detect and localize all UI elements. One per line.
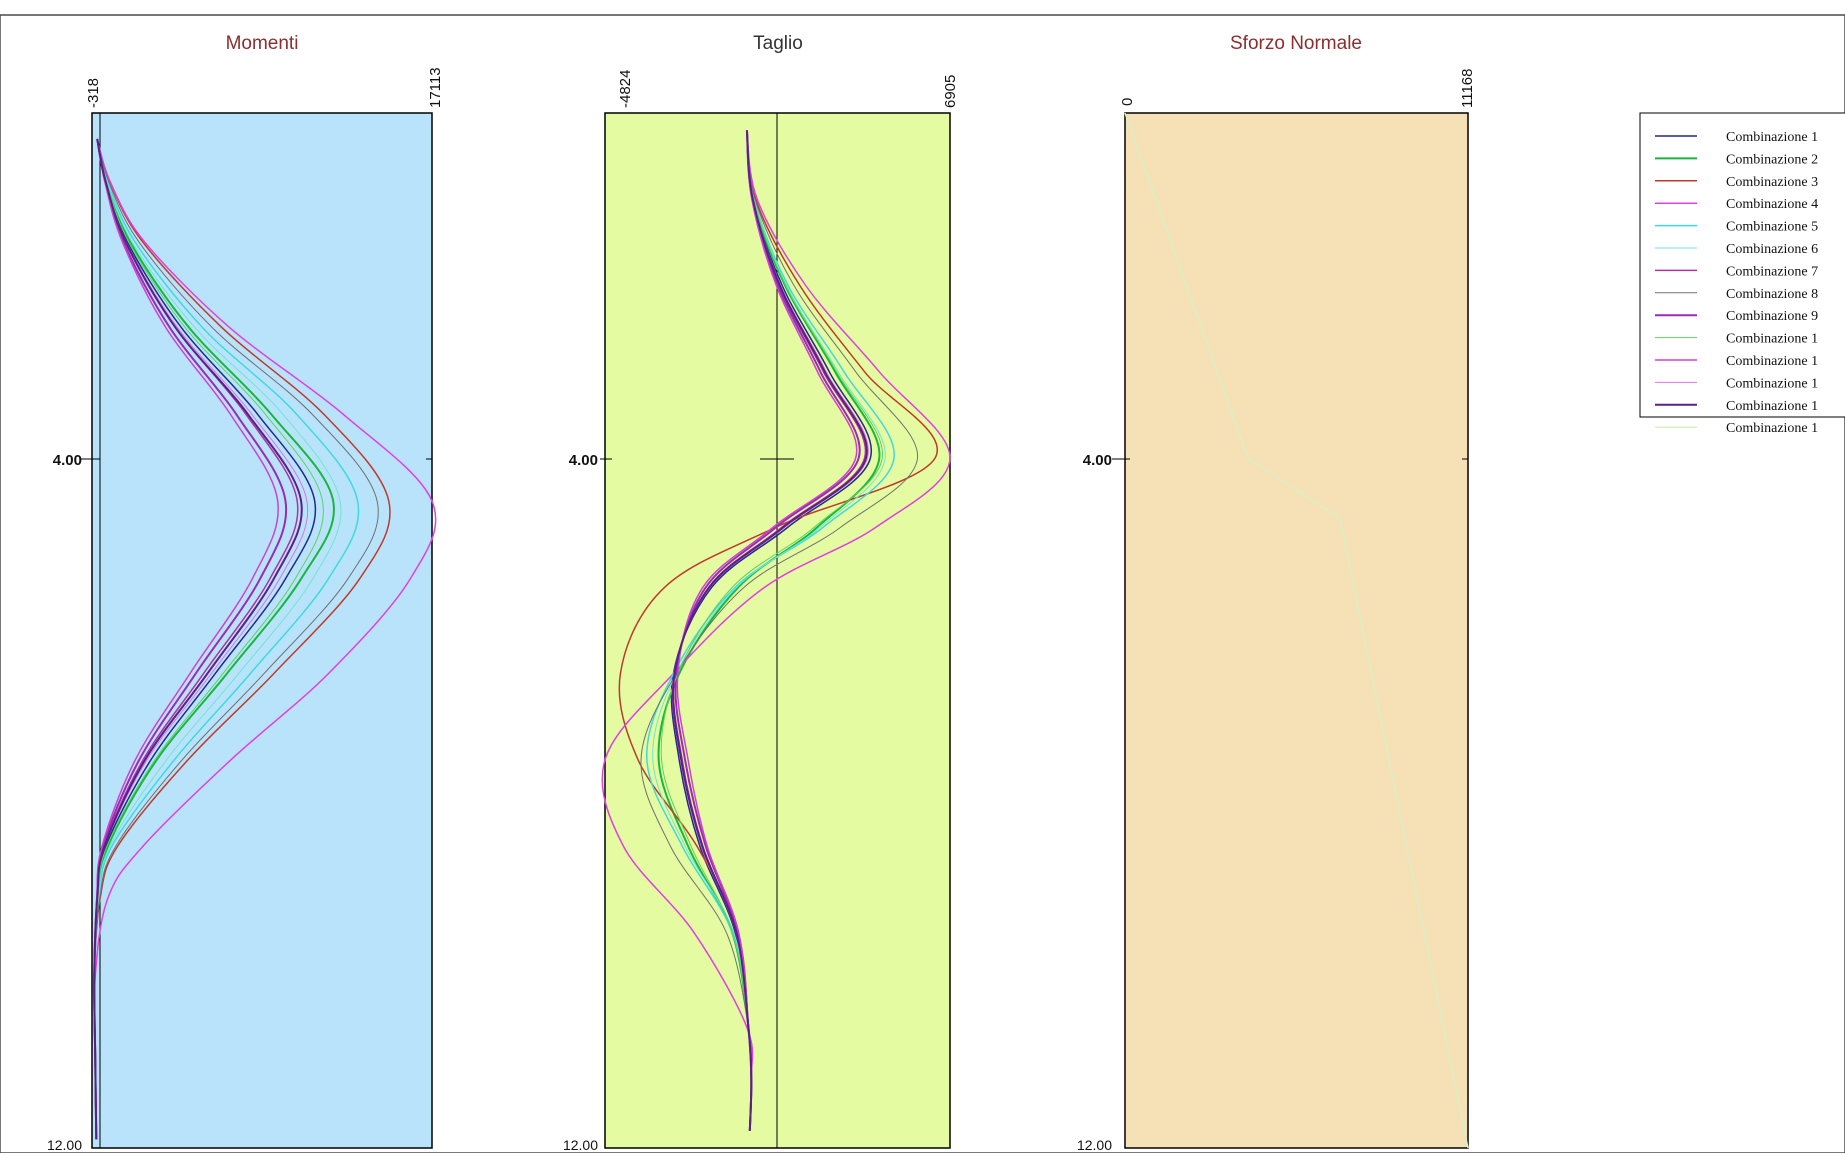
y-tick-12: 12.00 bbox=[1077, 1137, 1112, 1153]
x-tick-min: 0 bbox=[1119, 98, 1136, 106]
legend-label: Combinazione 4 bbox=[1726, 197, 1818, 212]
legend-label: Combinazione 1 bbox=[1726, 399, 1818, 414]
panel-momenti: Momenti -318 17113 4.00 12.00 bbox=[47, 33, 444, 1153]
x-tick-max: 6905 bbox=[942, 75, 959, 108]
legend-label: Combinazione 7 bbox=[1726, 264, 1818, 279]
legend-label: Combinazione 8 bbox=[1726, 287, 1818, 302]
series-group bbox=[1124, 112, 1469, 1149]
legend-box bbox=[1639, 112, 1845, 418]
series-line-4 bbox=[601, 130, 951, 1131]
x-tick-max: 11168 bbox=[1459, 69, 1476, 109]
panel-taglio: Taglio -4824 6905 4.00 12.00 bbox=[563, 33, 959, 1153]
legend-label: Combinazione 1 bbox=[1726, 376, 1818, 391]
legend-entries: Combinazione 1 Combinazione 2 Combinazione… bbox=[1655, 130, 1818, 436]
y-tick-4: 4.00 bbox=[1083, 452, 1112, 469]
legend-label: Combinazione 2 bbox=[1726, 152, 1818, 167]
x-tick-min: -4824 bbox=[617, 70, 634, 108]
series-line-8 bbox=[640, 130, 919, 1131]
series-line-13 bbox=[93, 138, 303, 1140]
legend-label: Combinazione 1 bbox=[1726, 354, 1818, 369]
series-group bbox=[93, 138, 437, 1140]
x-tick-max: 17113 bbox=[427, 67, 444, 108]
legend-label: Combinazione 1 bbox=[1726, 130, 1818, 145]
series-line-1 bbox=[1124, 112, 1469, 1149]
y-tick-12: 12.00 bbox=[47, 1137, 82, 1153]
legend-label: Combinazione 3 bbox=[1726, 175, 1818, 190]
plot-area bbox=[1124, 112, 1469, 1149]
panel-title: Taglio bbox=[753, 33, 803, 54]
panel-sforzo-normale: Sforzo Normale 0 11168 4.00 12.00 bbox=[1077, 33, 1476, 1153]
legend-label: Combinazione 6 bbox=[1726, 242, 1818, 257]
series-line-13 bbox=[671, 130, 868, 1131]
y-tick-4: 4.00 bbox=[53, 452, 82, 469]
legend-label: Combinazione 1 bbox=[1726, 332, 1818, 347]
series-line-10 bbox=[660, 130, 883, 1131]
legend: Combinazione 1 Combinazione 2 Combinazione… bbox=[1639, 112, 1845, 436]
legend-label: Combinazione 9 bbox=[1726, 309, 1818, 324]
panel-title: Momenti bbox=[226, 33, 299, 54]
legend-label: Combinazione 5 bbox=[1726, 220, 1818, 235]
y-tick-4: 4.00 bbox=[569, 452, 598, 469]
series-group bbox=[601, 130, 951, 1131]
legend-label: Combinazione 1 bbox=[1726, 421, 1818, 436]
panel-title: Sforzo Normale bbox=[1230, 33, 1362, 54]
series-line-4 bbox=[93, 138, 437, 1140]
x-tick-min: -318 bbox=[85, 78, 102, 108]
y-tick-12: 12.00 bbox=[563, 1137, 598, 1153]
